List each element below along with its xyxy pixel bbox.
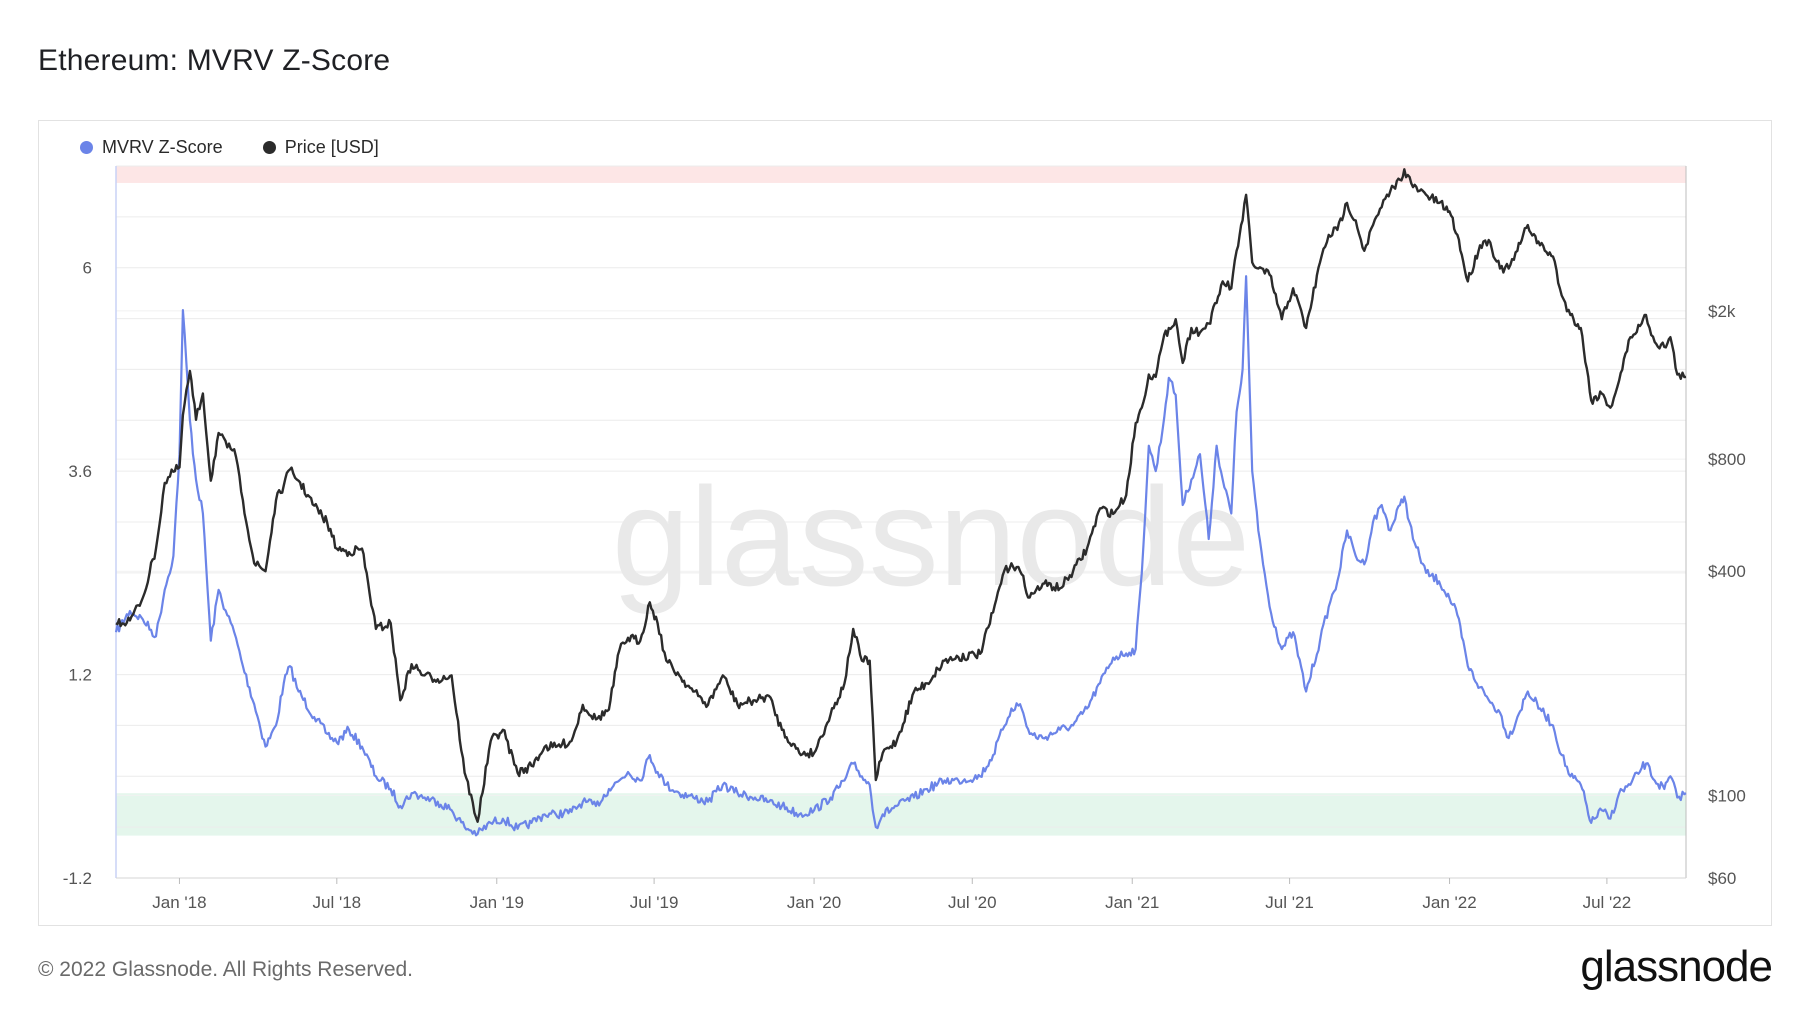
legend-item-zscore[interactable]: MVRV Z-Score [80,137,223,158]
y-left-tick-label: -1.2 [63,869,92,888]
x-tick-label: Jan '22 [1422,893,1476,912]
chart-frame [38,120,1772,926]
legend-item-price[interactable]: Price [USD] [262,137,379,158]
x-tick-label: Jan '18 [152,893,206,912]
y-right-tick-label: $2k [1708,302,1736,321]
y-left-tick-label: 1.2 [68,666,92,685]
y-left-tick-label: 3.6 [68,462,92,481]
y-left-tick-label: 6 [83,259,92,278]
x-tick-label: Jan '19 [470,893,524,912]
legend-swatch-zscore [80,141,93,154]
copyright-footer: © 2022 Glassnode. All Rights Reserved. [38,958,414,981]
legend-swatch-price [262,141,276,154]
chart-title: Ethereum: MVRV Z-Score [38,44,391,77]
x-tick-label: Jan '21 [1105,893,1159,912]
legend-label-price: Price [USD] [284,137,379,157]
legend-label-zscore: MVRV Z-Score [102,137,223,157]
x-tick-label: Jan '20 [787,893,841,912]
mvrv-zscore-line [114,275,1687,837]
x-tick-label: Jul '21 [1265,893,1314,912]
x-tick-label: Jul '19 [630,893,679,912]
watermark: glassnode [612,458,1250,615]
red-band [116,166,1686,183]
y-right-tick-label: $100 [1708,786,1746,805]
x-tick-label: Jul '22 [1583,893,1632,912]
y-right-tick-label: $60 [1708,869,1736,888]
chart-legend: MVRV Z-Score Price [USD] [80,137,379,158]
x-tick-label: Jul '18 [313,893,362,912]
y-right-tick-label: $400 [1708,562,1746,581]
price-line [115,168,1687,823]
brand-logo[interactable]: glassnode [1580,942,1773,991]
x-tick-label: Jul '20 [948,893,997,912]
y-right-tick-label: $800 [1708,450,1746,469]
